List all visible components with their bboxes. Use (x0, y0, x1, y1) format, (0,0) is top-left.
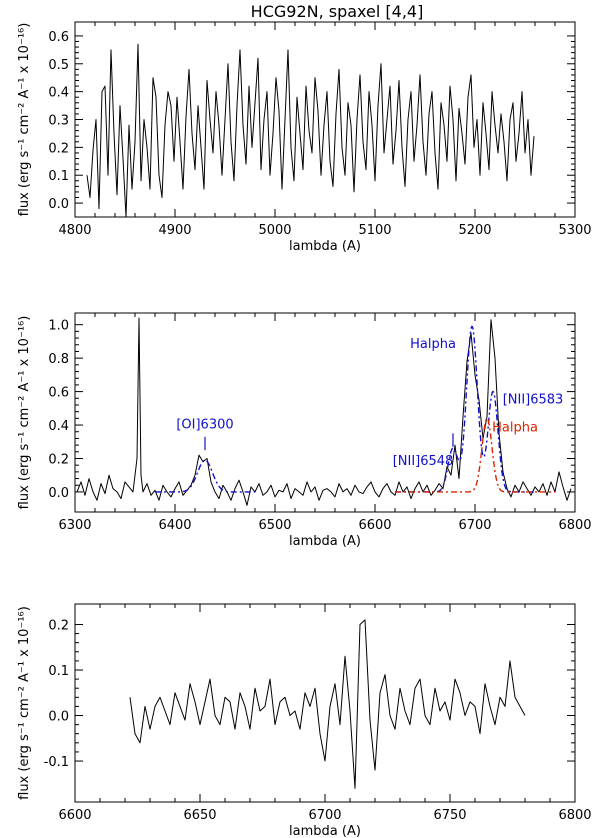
fit-line (394, 417, 556, 493)
line-annotation: [NII]6548 (393, 454, 454, 469)
panel-middle: 6300 6400 6500 6600 6700 6800 0.0 0.2 0.4 0.6 0.8 1… (17, 312, 592, 549)
x-tick-label: 6650 (183, 808, 216, 823)
y-tick-label: 0.8 (48, 352, 69, 367)
y-tick-label: 0.2 (48, 141, 69, 156)
x-tick-label: 6600 (358, 518, 391, 533)
y-tick-label: 0.6 (48, 386, 69, 401)
plot-frame (74, 603, 576, 803)
panel-bottom: 6600 6650 6700 6750 6800 -0.1 0.0 0.1 0.2 lambda … (17, 603, 592, 838)
x-axis-label: lambda (A) (289, 239, 361, 254)
y-tick-label: 0.1 (48, 664, 69, 679)
line-annotation: [NII]6583 (503, 392, 564, 407)
x-tick-label: 5100 (358, 223, 391, 238)
x-tick-label: 6700 (308, 808, 341, 823)
x-tick-label: 6600 (58, 808, 91, 823)
y-axis-label: flux (erg s⁻¹ cm⁻² A⁻¹ x 10⁻¹⁶) (17, 316, 32, 510)
line-annotation: Halpha (410, 337, 456, 352)
y-tick-label: 1.0 (48, 319, 69, 334)
y-tick-label: 0.1 (48, 169, 69, 184)
x-axis-label: lambda (A) (289, 534, 361, 549)
panel-top: 4800 4900 5000 5100 5200 5300 0.0 0.1 0.2 0.3 0.4 0… (17, 21, 592, 254)
data-line (129, 619, 526, 789)
x-tick-label: 6500 (258, 518, 291, 533)
x-tick-label: 5300 (558, 223, 591, 238)
data-line (86, 43, 535, 217)
y-tick-label: -0.1 (44, 755, 69, 770)
x-tick-label: 6750 (433, 808, 466, 823)
x-axis-label: lambda (A) (289, 824, 361, 838)
y-tick-label: 0.2 (48, 618, 69, 633)
y-tick-label: 0.6 (48, 30, 69, 45)
y-axis-label: flux (erg s⁻¹ cm⁻² A⁻¹ x 10⁻¹⁶) (17, 23, 32, 217)
x-tick-label: 5200 (458, 223, 491, 238)
x-tick-label: 6700 (458, 518, 491, 533)
y-tick-label: 0.0 (48, 486, 69, 501)
line-annotation: [OI]6300 (176, 417, 233, 432)
x-tick-label: 6300 (58, 518, 91, 533)
y-axis-label: flux (erg s⁻¹ cm⁻² A⁻¹ x 10⁻¹⁶) (17, 606, 32, 800)
x-tick-label: 6400 (158, 518, 191, 533)
x-tick-label: 4900 (158, 223, 191, 238)
x-tick-label: 4800 (58, 223, 91, 238)
x-tick-label: 6800 (558, 518, 591, 533)
plot-frame (74, 312, 576, 513)
y-tick-label: 0.0 (48, 197, 69, 212)
y-tick-label: 0.4 (48, 86, 69, 101)
fit-line (154, 459, 256, 493)
x-tick-label: 6800 (558, 808, 591, 823)
data-line (76, 317, 572, 506)
chart-title: HCG92N, spaxel [4,4] (251, 2, 424, 21)
y-tick-label: 0.4 (48, 419, 69, 434)
y-tick-label: 0.0 (48, 710, 69, 725)
line-annotation: Halpha (492, 421, 538, 436)
y-tick-label: 0.2 (48, 452, 69, 467)
y-tick-label: 0.5 (48, 58, 69, 73)
x-tick-label: 5000 (258, 223, 291, 238)
y-tick-label: 0.3 (48, 114, 69, 129)
